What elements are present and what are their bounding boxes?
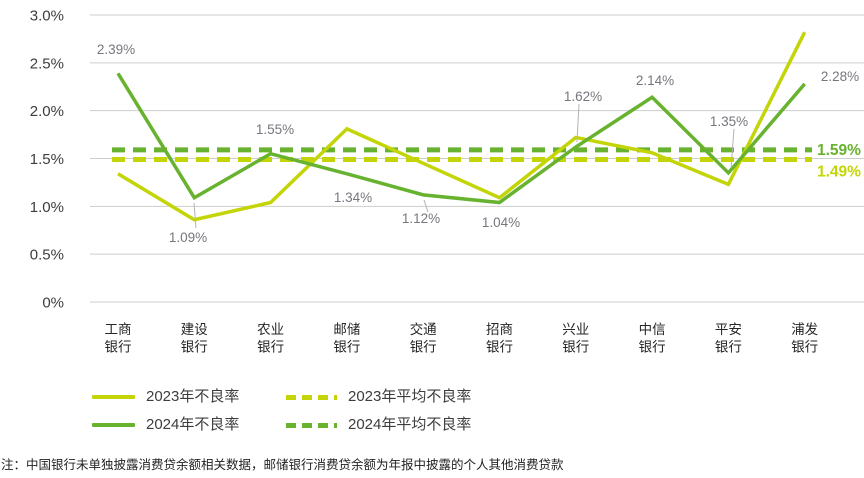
y-axis-tick-label: 0.5% (30, 247, 64, 264)
average-line-label: 1.59% (817, 142, 861, 159)
data-label: 1.12% (402, 211, 440, 226)
x-axis-category-label: 农业银行 (257, 322, 284, 355)
npl-line-chart: 3.0% 2.5% 2.0% 1.5% 1.0% 0.5% 0% 1.49% 1.59% 2.39… (30, 8, 864, 355)
y-axis-tick-label: 2.5% (30, 55, 64, 72)
y-axis-tick-label: 0% (42, 295, 64, 312)
legend-label: 2024年平均不良率 (348, 416, 472, 433)
series-line-2024年不良率 (116, 72, 807, 205)
data-label: 1.55% (256, 122, 294, 137)
y-axis-tick-label: 1.5% (30, 151, 64, 168)
legend-item-2023-npl: 2023年不良率 (92, 388, 239, 406)
x-axis-category-label: 交通银行 (410, 321, 437, 355)
series-line-2023年不良率 (117, 31, 807, 222)
average-line-label: 1.49% (817, 163, 861, 180)
data-label-leader-line (423, 199, 429, 213)
data-label: 1.35% (710, 114, 748, 129)
data-label: 1.04% (482, 215, 520, 230)
legend-item-2024-npl: 2024年不良率 (92, 416, 239, 434)
x-axis-category-label: 招商银行 (486, 322, 513, 355)
legend-label: 2024年不良率 (146, 416, 240, 433)
x-axis-category-label: 浦发银行 (791, 322, 818, 355)
data-label: 2.14% (636, 73, 674, 88)
legend-label: 2023年平均不良率 (348, 388, 472, 405)
legend-label: 2023年不良率 (146, 388, 240, 405)
x-axis-category-label: 兴业银行 (562, 322, 589, 355)
x-axis-category-label: 中信银行 (639, 322, 666, 355)
footnote: 注：中国银行未单独披露消费贷余额相关数据，邮储银行消费贷余额为年报中披露的个人其… (1, 458, 564, 472)
data-label-leader-line (193, 202, 197, 229)
legend-item-2024-avg-npl: 2024年平均不良率 (286, 416, 471, 434)
x-axis-category-label: 平安银行 (715, 322, 742, 355)
legend-swatch-2024-dashed-line (286, 422, 337, 428)
data-label: 1.62% (564, 89, 602, 104)
legend-swatch-2023-solid-line (92, 395, 135, 399)
x-axis-category-label: 建设银行 (181, 322, 208, 355)
x-axis-category-label: 工商银行 (105, 322, 132, 355)
x-axis-category-label: 邮储银行 (333, 322, 360, 355)
data-label-leader-line (730, 128, 735, 169)
data-label: 1.34% (334, 190, 372, 205)
data-label: 2.28% (821, 69, 859, 84)
legend-item-2023-avg-npl: 2023年平均不良率 (286, 388, 471, 406)
y-axis-tick-label: 2.0% (30, 103, 64, 120)
y-axis-tick-label: 3.0% (30, 8, 64, 25)
legend-swatch-2024-solid-line (92, 423, 135, 427)
data-label: 1.09% (169, 230, 207, 245)
y-axis-tick-label: 1.0% (30, 199, 64, 216)
legend-swatch-2023-dashed-line (286, 394, 337, 400)
data-label-leader-line (576, 103, 580, 143)
data-label: 2.39% (97, 42, 135, 57)
